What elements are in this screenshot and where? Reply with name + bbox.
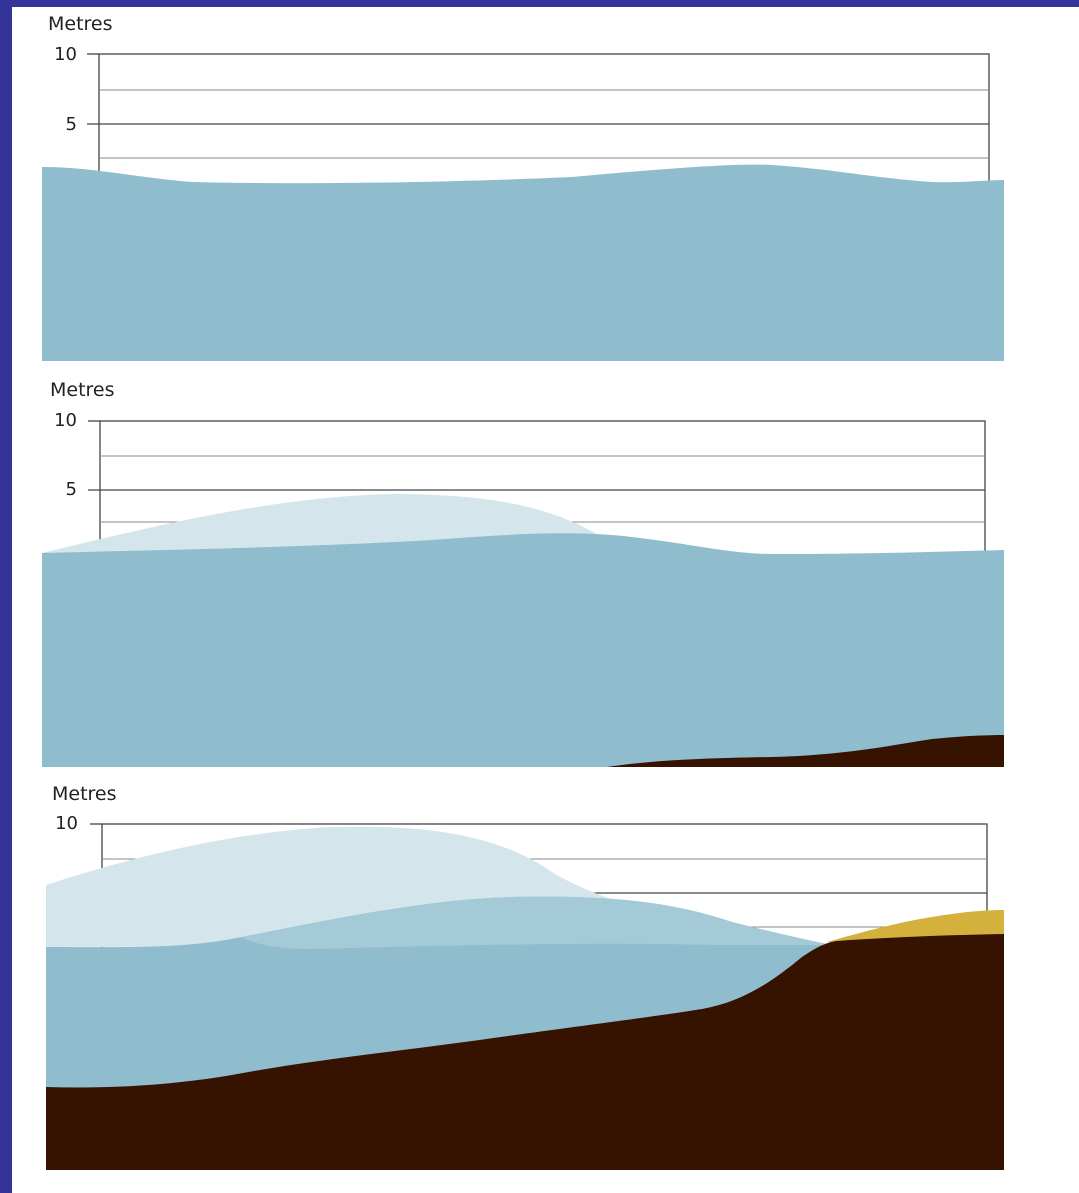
panel-2-drawing [42, 420, 1004, 767]
tick-label-10: 10 [54, 44, 77, 65]
sand-shore [827, 910, 1004, 942]
grid [87, 53, 990, 194]
panel-tsunami-at-shore: Metres 10 5 0 [12, 777, 1079, 1177]
tick-label-10: 10 [55, 813, 78, 834]
y-axis-label: Metres [52, 783, 117, 805]
diagram-canvas: Metres 10 5 0 Metres 10 5 0 [12, 7, 1079, 1193]
panel-3-drawing [46, 823, 1004, 1170]
tick-label-5: 5 [65, 114, 77, 135]
tick-label-5: 5 [65, 479, 77, 500]
seabed [46, 934, 1004, 1170]
panel-1-drawing [42, 53, 1004, 361]
tsunami-crest-mid [242, 896, 832, 949]
y-axis-label: Metres [48, 13, 113, 35]
tick-label-10: 10 [54, 410, 77, 431]
panel-approaching-shore: Metres 10 5 0 [12, 372, 1079, 772]
seabed [607, 735, 1004, 767]
y-axis-label: Metres [50, 379, 115, 401]
shore-water [42, 533, 1004, 767]
panel-open-ocean: Metres 10 5 0 [12, 7, 1079, 377]
ocean-water [42, 164, 1004, 361]
